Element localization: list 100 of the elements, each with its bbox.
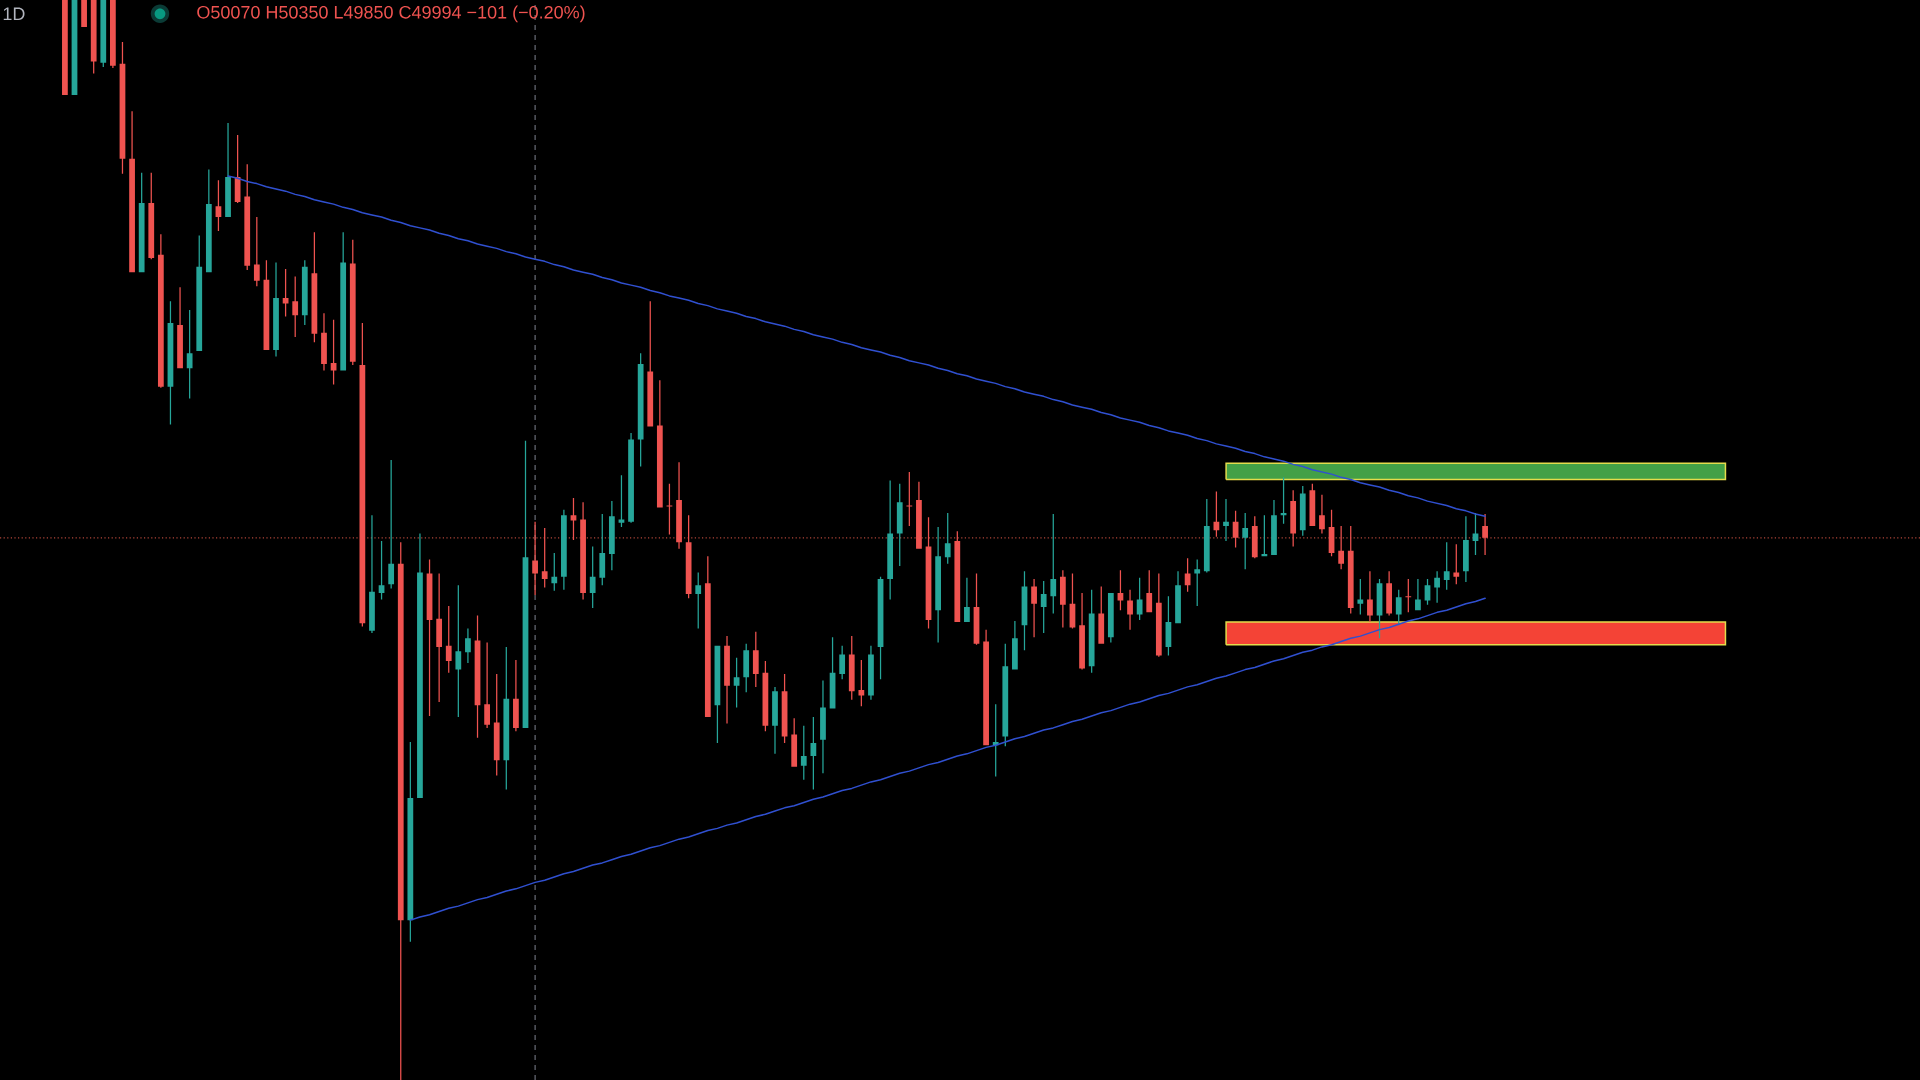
candlestick [772, 686, 778, 754]
candlestick [1127, 589, 1133, 630]
candlestick [1299, 485, 1306, 536]
candlestick [388, 460, 395, 589]
candlestick [417, 533, 423, 799]
candlestick [800, 725, 807, 780]
candlestick [1434, 571, 1440, 603]
candlestick [349, 239, 356, 366]
candlestick [599, 514, 606, 586]
candlestick [1338, 525, 1345, 570]
candlestick [1002, 643, 1009, 747]
candlestick [503, 646, 510, 790]
candlestick [637, 353, 644, 467]
candlestick [1347, 525, 1354, 614]
candlestick [465, 628, 471, 664]
candlestick [110, 0, 116, 69]
candlestick [1482, 514, 1488, 556]
candlestick [656, 380, 663, 508]
chart-title: 1D [3, 7, 25, 20]
candlestick [887, 480, 894, 600]
candlestick [541, 528, 548, 588]
candlestick [157, 234, 164, 388]
candlestick [1443, 542, 1450, 590]
candlestick [916, 481, 922, 549]
chart-subtitle: O50070 H50350 L49850 C49994 −101 (−0.20%) [197, 5, 585, 23]
candlestick [1203, 498, 1210, 573]
candlestick [129, 111, 135, 273]
candlestick [589, 546, 596, 609]
candlestick [1367, 571, 1373, 623]
candlestick [177, 287, 183, 369]
candlestick [1309, 483, 1316, 526]
candlestick [407, 741, 414, 942]
candlestick [983, 629, 989, 746]
candlestick [1290, 490, 1297, 547]
candlestick [954, 531, 961, 623]
candlestick [397, 542, 404, 1080]
candlestick [186, 309, 193, 399]
candlestick [359, 322, 366, 627]
candlestick [62, 0, 68, 96]
candlestick [868, 645, 874, 700]
candlestick [647, 301, 654, 427]
candlestick [196, 235, 203, 351]
candlestick [561, 509, 567, 590]
candlestick [138, 172, 145, 273]
candlestick [848, 636, 855, 700]
candlestick [225, 123, 231, 218]
candlestick [1050, 514, 1057, 614]
candlestick [1395, 589, 1402, 626]
candlestick [436, 573, 443, 702]
candlestick [273, 262, 279, 357]
candlestick [724, 636, 730, 724]
candlestick [369, 515, 375, 633]
candlestick [1251, 516, 1258, 559]
candlestick [493, 673, 500, 776]
candlestick [1136, 577, 1143, 620]
candlestick [858, 659, 865, 707]
candlestick [791, 718, 798, 767]
candlestick [1242, 512, 1249, 570]
candlestick [484, 642, 490, 728]
candlestick [445, 605, 452, 673]
candlestick [532, 521, 538, 596]
candlestick [935, 527, 941, 643]
candlestick [964, 577, 970, 623]
candlestick [1031, 578, 1037, 638]
candlestick [628, 433, 634, 523]
candlestick [743, 643, 750, 693]
candlestick [1059, 570, 1066, 628]
candlestick [1463, 516, 1469, 583]
candlestick [580, 502, 586, 600]
candlestick [1012, 620, 1018, 670]
candlestick [301, 260, 308, 326]
candlestick [292, 276, 299, 337]
candlestick [695, 572, 702, 629]
candlestick [1146, 570, 1153, 613]
candlestick [100, 0, 107, 67]
candlestick [1098, 586, 1105, 644]
candlestick [1223, 498, 1229, 542]
candlestick [90, 0, 97, 74]
candlestick [513, 659, 519, 732]
candlestick [340, 232, 347, 371]
candlestick [1271, 500, 1277, 556]
candlestick [820, 680, 826, 774]
candlestick [1415, 578, 1421, 611]
candlestick [810, 717, 817, 790]
candlestick [321, 313, 327, 371]
candlestick [1040, 581, 1047, 633]
candlestick [752, 631, 759, 687]
candlestick [81, 0, 87, 27]
candlestick [205, 169, 212, 273]
candlestick [704, 556, 711, 718]
candlestick [1107, 592, 1114, 643]
candlestick [1386, 571, 1392, 616]
candlestick [253, 217, 260, 287]
candlestick [455, 585, 462, 718]
candlestick [685, 515, 692, 599]
candlestick [244, 164, 251, 270]
candlestick [1088, 589, 1095, 673]
candlestick [896, 483, 903, 566]
candlestick [1453, 544, 1460, 585]
candlestick [1175, 571, 1181, 624]
